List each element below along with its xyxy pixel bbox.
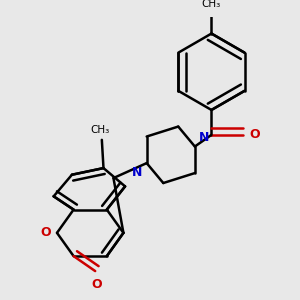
Text: O: O bbox=[40, 226, 51, 239]
Text: N: N bbox=[132, 166, 143, 179]
Text: CH₃: CH₃ bbox=[202, 0, 221, 9]
Text: CH₃: CH₃ bbox=[91, 125, 110, 135]
Text: O: O bbox=[249, 128, 260, 141]
Text: N: N bbox=[199, 131, 209, 144]
Text: O: O bbox=[92, 278, 102, 291]
